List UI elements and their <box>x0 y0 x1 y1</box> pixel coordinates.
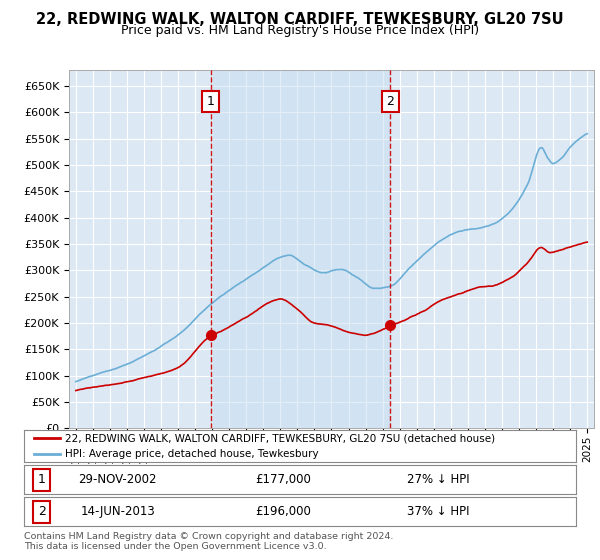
Text: 1: 1 <box>38 473 46 487</box>
Text: 1: 1 <box>207 95 215 108</box>
Bar <box>211 70 391 428</box>
Text: £177,000: £177,000 <box>256 473 311 487</box>
Text: 14-JUN-2013: 14-JUN-2013 <box>80 505 155 519</box>
Text: Contains HM Land Registry data © Crown copyright and database right 2024.
This d: Contains HM Land Registry data © Crown c… <box>24 532 394 552</box>
Text: HPI: Average price, detached house, Tewkesbury: HPI: Average price, detached house, Tewk… <box>65 449 319 459</box>
Text: 22, REDWING WALK, WALTON CARDIFF, TEWKESBURY, GL20 7SU: 22, REDWING WALK, WALTON CARDIFF, TEWKES… <box>36 12 564 27</box>
Text: £196,000: £196,000 <box>256 505 311 519</box>
Text: 37% ↓ HPI: 37% ↓ HPI <box>407 505 469 519</box>
Text: Price paid vs. HM Land Registry's House Price Index (HPI): Price paid vs. HM Land Registry's House … <box>121 24 479 36</box>
Text: 29-NOV-2002: 29-NOV-2002 <box>79 473 157 487</box>
Text: 2: 2 <box>38 505 46 519</box>
Text: 2: 2 <box>386 95 394 108</box>
Text: 27% ↓ HPI: 27% ↓ HPI <box>407 473 469 487</box>
Text: 22, REDWING WALK, WALTON CARDIFF, TEWKESBURY, GL20 7SU (detached house): 22, REDWING WALK, WALTON CARDIFF, TEWKES… <box>65 433 496 444</box>
